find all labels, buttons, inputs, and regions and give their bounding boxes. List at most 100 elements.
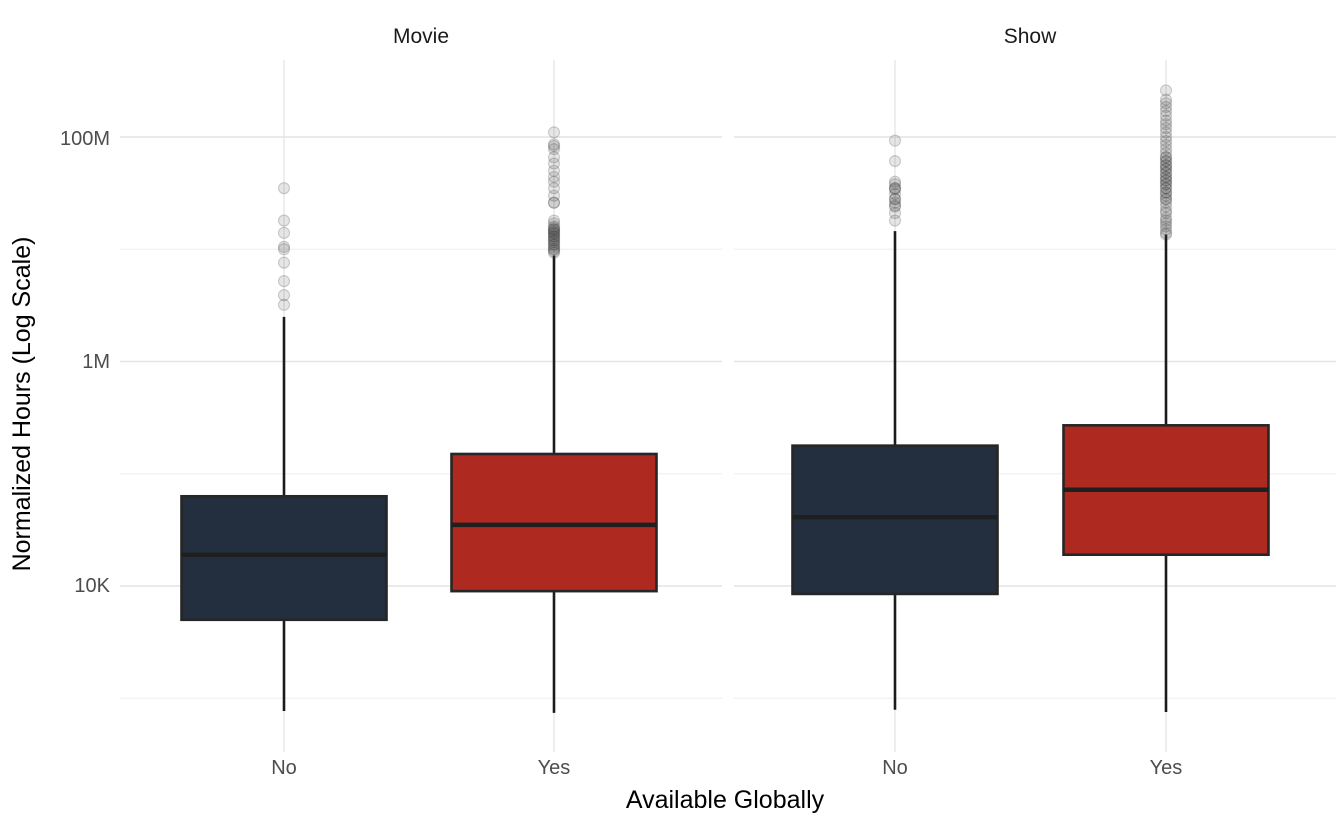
outlier-point	[1159, 100, 1173, 114]
outlier-point	[1159, 134, 1173, 148]
outlier-point	[547, 230, 561, 243]
outlier-point	[547, 221, 561, 234]
y-tick-label-1m: 1M	[82, 351, 110, 373]
outlier-point	[277, 226, 291, 239]
outlier-point	[547, 126, 561, 139]
box-show-no	[791, 444, 999, 596]
outlier-point	[1159, 182, 1173, 195]
outlier-point	[1159, 154, 1173, 168]
outlier-point	[547, 232, 561, 245]
outlier-point	[1159, 143, 1173, 156]
outlier-point	[547, 226, 561, 239]
outlier-point	[1159, 159, 1173, 172]
outlier-point	[547, 182, 561, 195]
outlier-point	[1159, 228, 1173, 241]
outlier-point	[888, 192, 902, 206]
outlier-point	[1159, 114, 1173, 127]
outlier-point	[547, 223, 561, 236]
outlier-point	[1159, 170, 1173, 184]
outlier-point	[1159, 162, 1173, 175]
facet-label-movie: Movie	[392, 25, 450, 48]
outlier-point	[547, 223, 561, 236]
outlier-point	[277, 275, 291, 288]
outlier-point	[1159, 126, 1173, 139]
facet-label-show: Show	[1003, 25, 1057, 48]
outlier-point	[1159, 206, 1173, 220]
box-movie-no	[180, 494, 388, 622]
outlier-point	[1159, 178, 1173, 191]
outlier-point	[547, 170, 561, 184]
x-tick-label-show-yes: Yes	[1149, 757, 1183, 779]
box-movie-yes	[450, 452, 658, 593]
x-tick-label-movie-no: No	[271, 757, 297, 779]
outlier-point	[1159, 182, 1173, 195]
outlier-point	[547, 238, 561, 251]
outlier-point	[1159, 174, 1173, 187]
outlier-point	[1159, 192, 1173, 206]
outlier-point	[888, 192, 902, 206]
outlier-point	[1159, 84, 1173, 97]
outlier-point	[1159, 226, 1173, 239]
outlier-point	[277, 289, 291, 302]
outlier-point	[547, 138, 561, 151]
outlier-point	[1159, 178, 1173, 191]
outlier-point	[277, 243, 291, 256]
x-tick-label-movie-yes: Yes	[537, 757, 571, 779]
outlier-point	[888, 175, 902, 188]
outlier-point	[888, 182, 902, 195]
outlier-point	[547, 196, 561, 209]
outlier-point	[547, 139, 561, 153]
y-axis-title: Normalized Hours (Log Scale)	[8, 236, 36, 572]
outlier-point	[547, 217, 561, 230]
outlier-point	[1159, 186, 1173, 199]
outlier-point	[547, 214, 561, 227]
outlier-point	[1159, 151, 1173, 164]
outlier-point	[888, 182, 902, 195]
outlier-point	[547, 151, 561, 164]
outlier-point	[1159, 186, 1173, 199]
outlier-point	[1159, 159, 1173, 172]
outlier-point	[888, 214, 902, 227]
outlier-point	[1159, 162, 1173, 175]
outlier-point	[1159, 151, 1173, 164]
outlier-point	[1159, 200, 1173, 213]
outlier-point	[547, 245, 561, 258]
outlier-point	[277, 256, 291, 269]
outlier-point	[1159, 146, 1173, 160]
outlier-point	[888, 187, 902, 201]
outlier-point	[547, 240, 561, 253]
outlier-point	[888, 200, 902, 213]
outlier-point	[1159, 154, 1173, 168]
outlier-point	[547, 246, 561, 259]
outlier-point	[547, 234, 561, 247]
outlier-point	[547, 236, 561, 249]
outlier-point	[888, 183, 902, 196]
outlier-point	[277, 240, 291, 253]
outlier-point	[888, 199, 902, 212]
outlier-point	[1159, 223, 1173, 236]
outlier-point	[1159, 118, 1173, 131]
outlier-point	[1159, 130, 1173, 144]
outlier-point	[1159, 196, 1173, 209]
outlier-point	[547, 175, 561, 188]
outlier-point	[547, 143, 561, 156]
outlier-point	[1159, 192, 1173, 206]
outlier-point	[547, 243, 561, 256]
outlier-point	[547, 243, 561, 256]
outlier-point	[888, 154, 902, 168]
outlier-point	[547, 220, 561, 233]
outlier-point	[547, 234, 561, 247]
y-tick-label-10k: 10K	[74, 575, 110, 597]
outlier-point	[1159, 204, 1173, 217]
outlier-point	[1159, 109, 1173, 122]
outlier-point	[1159, 189, 1173, 202]
outlier-point	[547, 157, 561, 170]
outlier-point	[1159, 138, 1173, 152]
outlier-point	[277, 182, 291, 195]
x-axis-title: Available Globally	[625, 786, 825, 814]
y-tick-label-100m: 100M	[59, 128, 110, 150]
outlier-point	[547, 230, 561, 243]
outlier-point	[547, 225, 561, 238]
outlier-point	[547, 238, 561, 251]
